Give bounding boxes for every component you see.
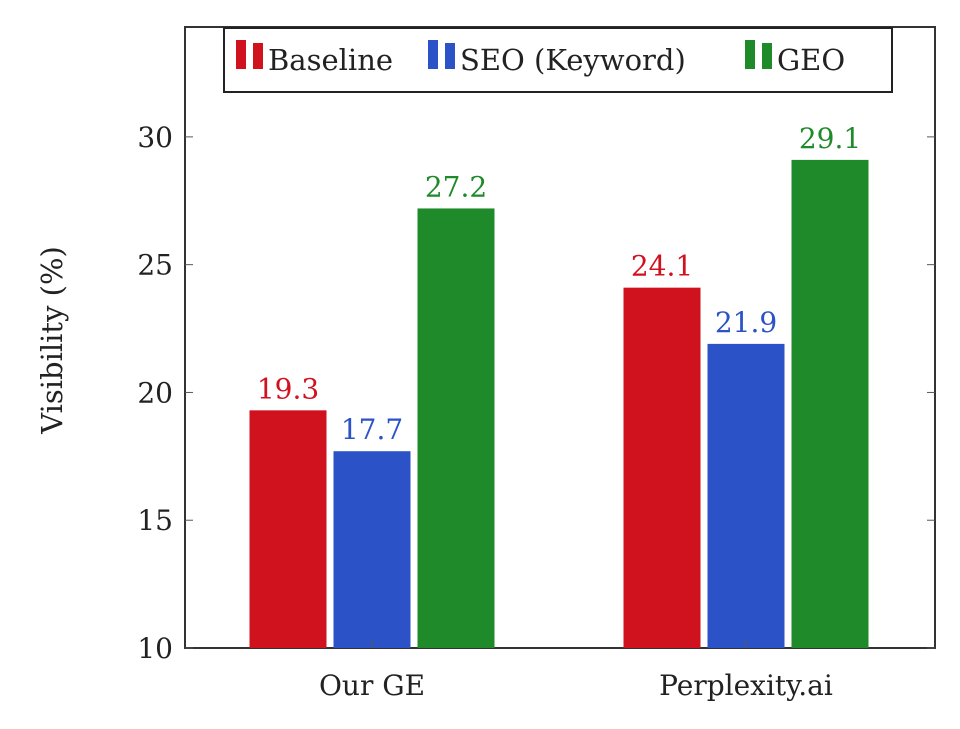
legend-swatch	[253, 43, 263, 69]
legend-swatch	[445, 43, 455, 69]
legend-label: SEO (Keyword)	[460, 43, 686, 77]
legend-swatch	[745, 40, 755, 69]
y-tick-label: 15	[137, 504, 173, 537]
data-label: 27.2	[425, 170, 487, 203]
legend-label: GEO	[777, 43, 845, 77]
bar-baseline-1	[623, 287, 701, 648]
y-tick-label: 30	[137, 121, 173, 154]
data-label: 29.1	[799, 122, 861, 155]
legend-swatch	[428, 40, 438, 69]
data-label: 19.3	[257, 372, 319, 405]
y-tick-label: 20	[137, 376, 173, 409]
legend-box	[223, 27, 893, 93]
y-tick-label: 25	[137, 249, 173, 282]
bar-geo-1	[791, 159, 869, 648]
legend-label: Baseline	[268, 43, 393, 77]
legend: Baseline SEO (Keyword) GEO	[223, 27, 893, 93]
bar-baseline-0	[249, 410, 327, 648]
y-tick-label: 10	[137, 632, 173, 665]
x-tick-label: Our GE	[319, 669, 425, 702]
legend-swatch	[762, 43, 772, 69]
data-label: 17.7	[341, 413, 403, 446]
bar-geo-0	[417, 208, 495, 648]
data-label: 21.9	[715, 306, 777, 339]
x-tick-label: Perplexity.ai	[659, 669, 833, 702]
legend-swatch	[236, 40, 246, 69]
y-axis-label: Visibility (%)	[35, 246, 69, 435]
bar-seo-keyword--1	[707, 343, 785, 648]
data-label: 24.1	[631, 250, 693, 283]
bar-seo-keyword--0	[333, 451, 411, 648]
